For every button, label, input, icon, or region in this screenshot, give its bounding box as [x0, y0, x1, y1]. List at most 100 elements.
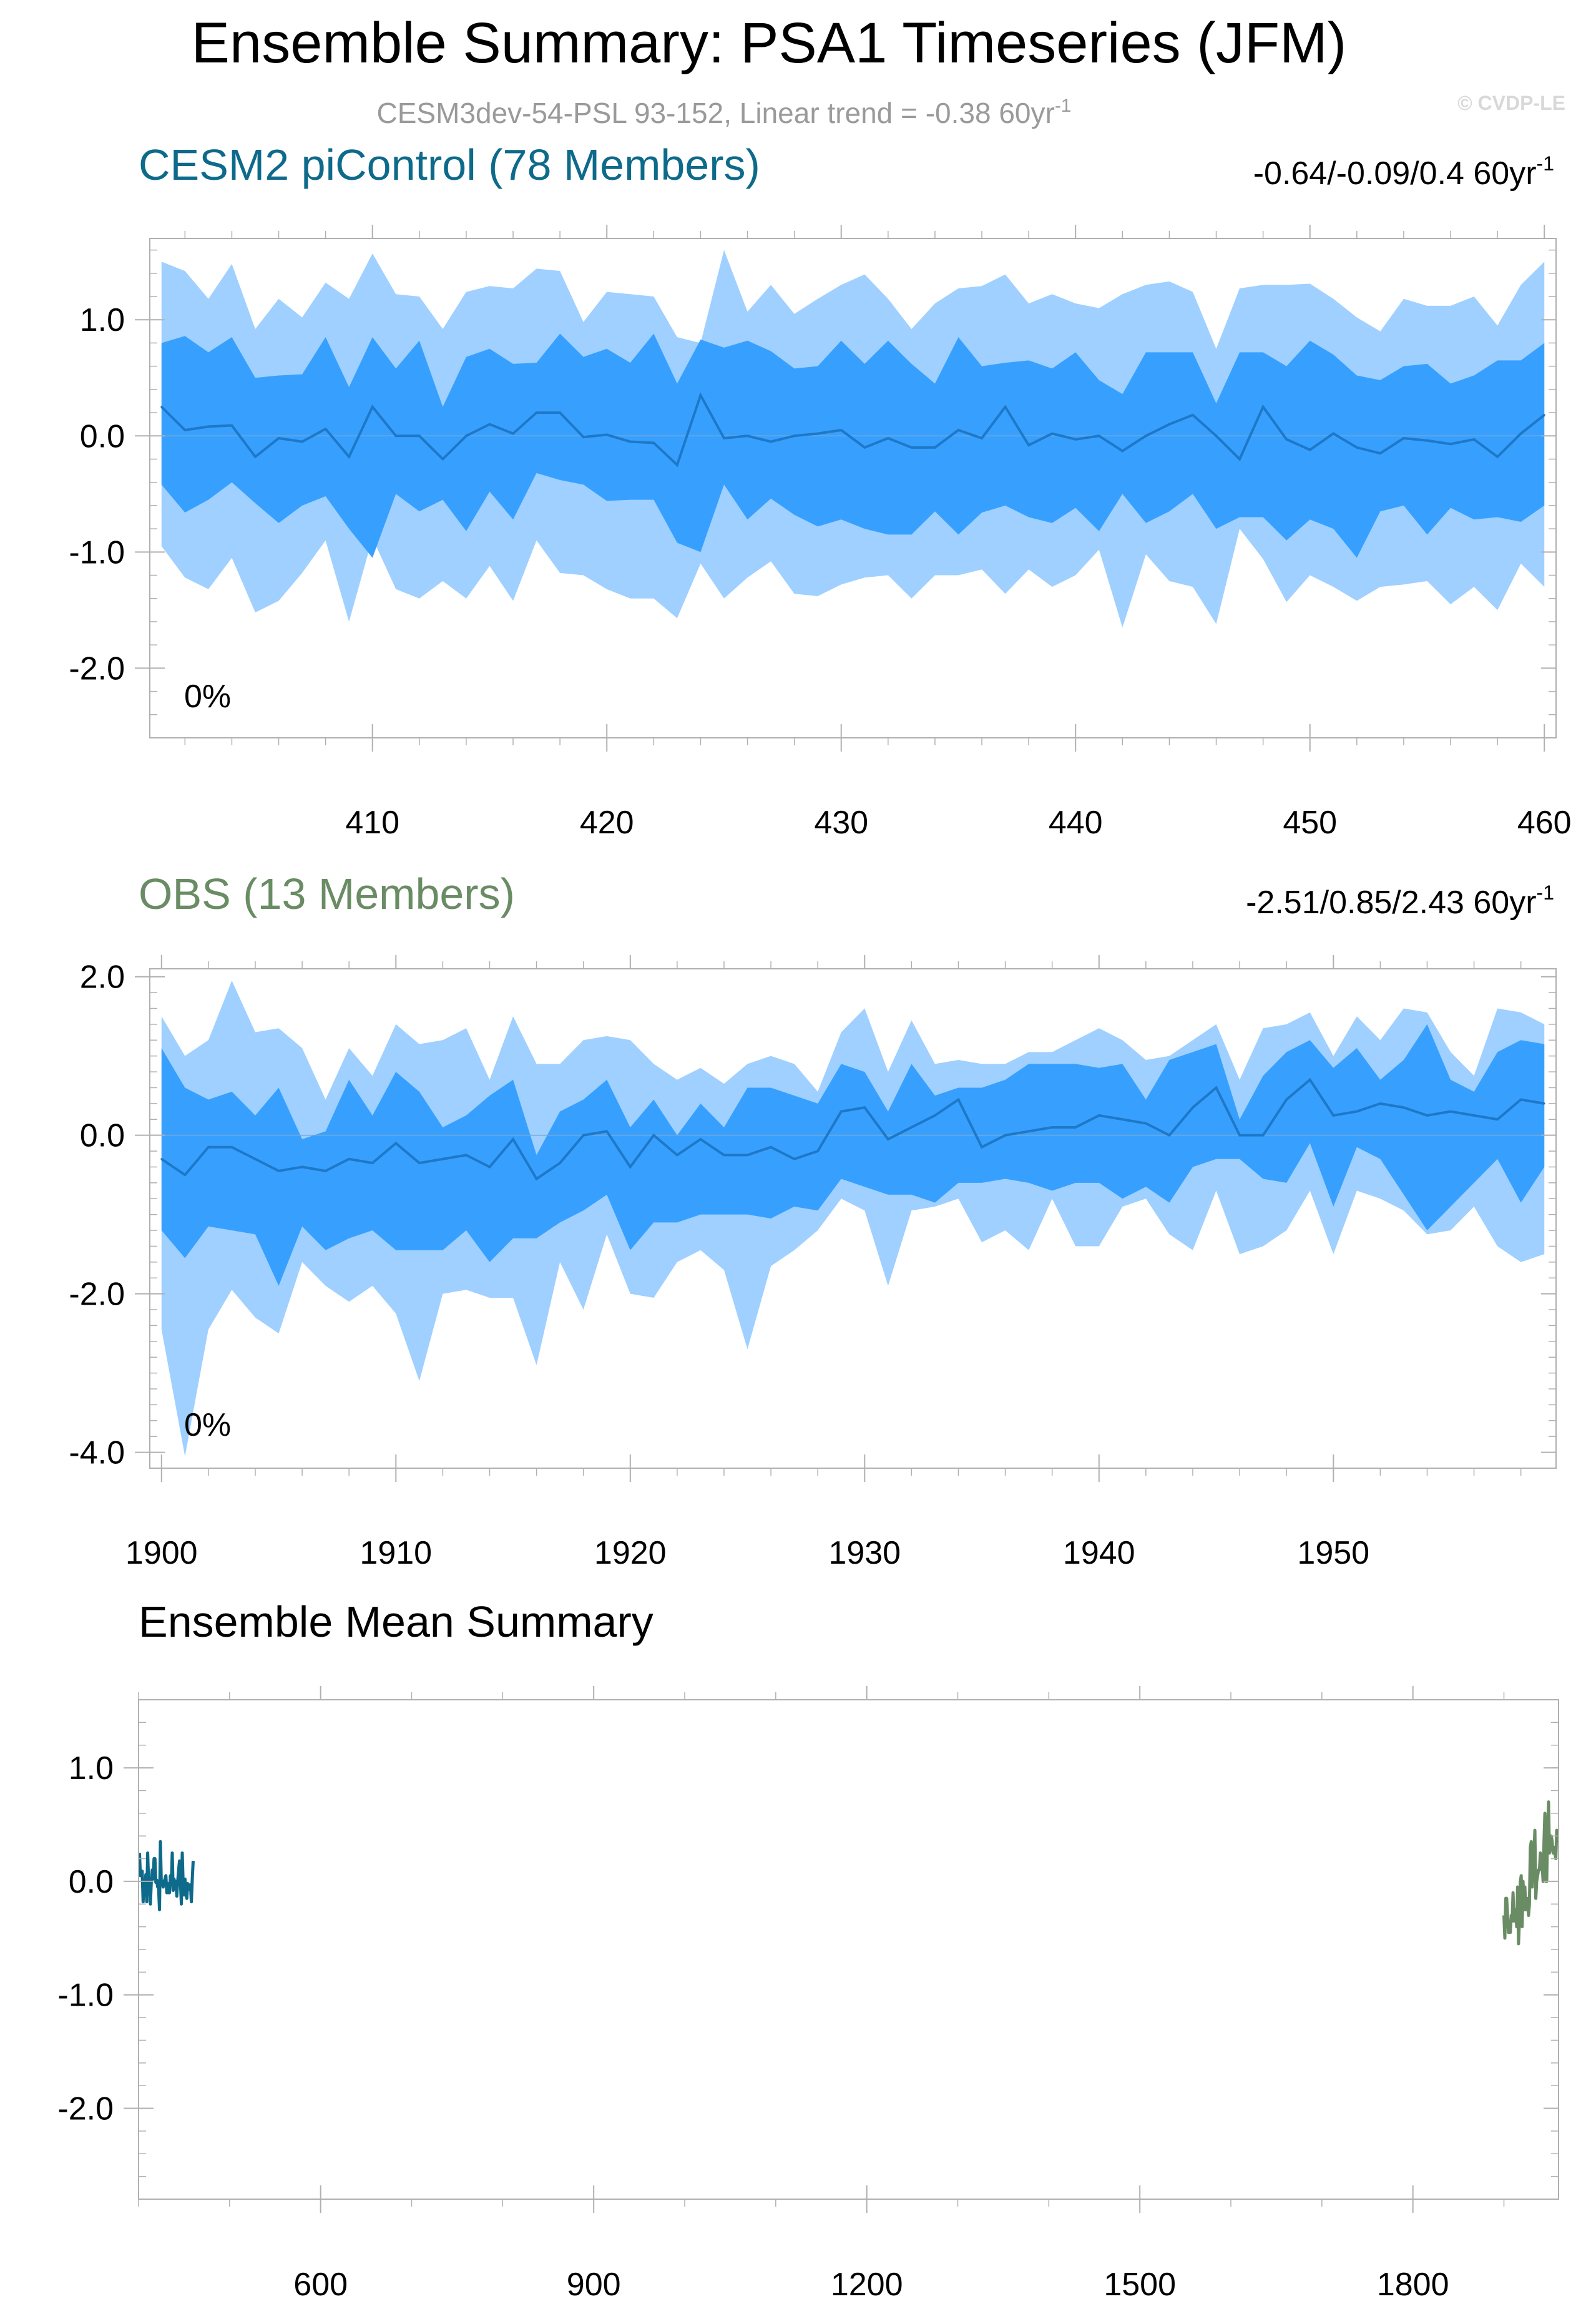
- obs-mean-point: [278, 1170, 280, 1172]
- obs-mean-point: [1332, 1114, 1334, 1117]
- panel-obs: OBS (13 Members) -2.51/0.85/2.43 60yr-1 …: [69, 870, 1557, 1571]
- cesm2-xtick-label: 430: [814, 805, 868, 841]
- obs-mean-point: [1543, 1102, 1545, 1105]
- obs-xtick-label: 1920: [594, 1535, 667, 1571]
- cesm2-band-percentile: [161, 333, 1545, 558]
- obs-mean-point: [816, 1150, 819, 1152]
- obs-mean-point: [1496, 1118, 1499, 1120]
- obs-mean-point: [1379, 1102, 1381, 1105]
- cesm2-mean-point: [184, 429, 186, 431]
- cesm2-mean-point: [1121, 449, 1124, 452]
- mean-summary-ytick-label: -2.0: [57, 2091, 114, 2127]
- obs-mean-point: [840, 1110, 843, 1113]
- obs-percent-label: 0%: [184, 1407, 231, 1443]
- obs-ensemble-mean-line: [160, 1077, 1545, 1181]
- obs-mean-point: [1027, 1130, 1030, 1132]
- obs-mean-point: [1520, 1099, 1522, 1101]
- obs-mean-point: [629, 1165, 632, 1168]
- watermark: © CVDP-LE: [1457, 92, 1565, 114]
- mean-summary-xtick-label: 900: [567, 2267, 621, 2303]
- cesm2-mean-point: [1520, 433, 1522, 435]
- cesm2-mean-point: [371, 406, 374, 408]
- cesm2-mean-point: [1473, 438, 1476, 441]
- obs-mean-point: [207, 1146, 210, 1149]
- obs-mean-point: [910, 1126, 913, 1129]
- obs-mean-point: [1473, 1114, 1476, 1117]
- cesm2-mean-point: [793, 434, 796, 437]
- cesm2-ytick-label: -2.0: [69, 650, 125, 687]
- obs-mean-point: [699, 1138, 702, 1140]
- obs-mean-point: [301, 1165, 303, 1168]
- cesm2-mean-point: [1332, 433, 1334, 435]
- cesm2-mean-point: [887, 437, 889, 439]
- cesm2-mean-point: [441, 458, 444, 460]
- cesm2-mean-point: [254, 456, 257, 458]
- cesm2-mean-point: [582, 436, 585, 438]
- cesm2-mean-point: [723, 437, 725, 439]
- mean-summary-line-cesm2: [137, 1840, 195, 1911]
- obs-mean-point: [863, 1106, 866, 1109]
- cesm2-mean-point: [1403, 437, 1405, 439]
- cesm2-ytick-label: 0.0: [80, 418, 125, 454]
- figure-title: Ensemble Summary: PSA1 Timeseries (JFM): [192, 11, 1347, 75]
- obs-mean-point: [1403, 1106, 1405, 1109]
- obs-mean-point: [887, 1138, 889, 1140]
- obs-mean-point: [1074, 1126, 1077, 1129]
- obs-mean-point: [371, 1162, 374, 1164]
- cesm2-mean-point: [652, 441, 655, 444]
- obs-mean-point: [605, 1130, 608, 1132]
- cesm2-mean-point: [1356, 446, 1358, 449]
- obs-mean-point: [957, 1099, 959, 1101]
- obs-trend-text: -2.51/0.85/2.43 60yr: [1246, 885, 1536, 921]
- obs-mean-point: [536, 1178, 538, 1180]
- cesm2-mean-point: [1004, 406, 1007, 408]
- obs-mean-point: [465, 1154, 468, 1156]
- obs-xtick-label: 1940: [1063, 1535, 1135, 1571]
- cesm2-mean-point: [1215, 434, 1218, 437]
- cesm2-mean-point: [840, 429, 843, 431]
- cesm2-mean-point: [1168, 423, 1170, 426]
- obs-mean-point: [1449, 1110, 1452, 1113]
- obs-mean-point: [770, 1146, 772, 1149]
- obs-ytick-label: 2.0: [80, 959, 125, 996]
- cesm2-mean-point: [605, 433, 608, 436]
- obs-mean-point: [1309, 1079, 1311, 1081]
- obs-mean-point: [254, 1158, 257, 1160]
- cesm2-mean-point: [934, 446, 936, 449]
- obs-mean-point: [1121, 1118, 1124, 1120]
- obs-mean-point: [184, 1174, 186, 1176]
- cesm2-mean-point: [676, 464, 678, 466]
- cesm2-mean-point: [207, 425, 210, 428]
- obs-mean-point: [1145, 1122, 1147, 1125]
- mean-summary-xtick-label: 1200: [831, 2267, 903, 2303]
- obs-mean-point: [1051, 1126, 1054, 1129]
- panel-cesm2: CESM2 piControl (78 Members) -0.64/-0.09…: [69, 140, 1571, 841]
- obs-mean-point: [1215, 1086, 1218, 1089]
- cesm2-mean-point: [348, 456, 350, 458]
- cesm2-mean-point: [1027, 444, 1030, 446]
- cesm2-mean-point: [1379, 452, 1381, 454]
- cesm2-mean-point: [301, 441, 303, 443]
- cesm2-mean-point: [1098, 434, 1100, 437]
- cesm2-panel-title: CESM2 piControl (78 Members): [139, 140, 760, 189]
- cesm2-plot-frame: [149, 238, 1557, 738]
- cesm2-mean-point: [1145, 434, 1147, 437]
- obs-xtick-label: 1930: [828, 1535, 901, 1571]
- obs-xtick-label: 1950: [1297, 1535, 1369, 1571]
- cesm2-mean-point: [629, 441, 632, 443]
- obs-plot: 2.0 0.0 -2.0 -4.0 1900 1910 1920 1930 1940 1950: [69, 955, 1557, 1571]
- mean-summary-line-obs: [1502, 1800, 1560, 1946]
- cesm2-mean-point: [488, 423, 491, 426]
- obs-mean-point: [559, 1162, 561, 1164]
- cesm2-mean-point: [1543, 414, 1545, 416]
- cesm2-mean-point: [536, 411, 538, 414]
- cesm2-mean-point: [325, 428, 327, 430]
- obs-ytick-label: -4.0: [69, 1435, 125, 1471]
- cesm2-mean-point: [394, 434, 397, 437]
- cesm2-mean-point: [1192, 414, 1194, 416]
- cesm2-mean-point: [816, 433, 819, 435]
- obs-mean-point: [1285, 1099, 1288, 1101]
- obs-mean-point: [1098, 1114, 1100, 1117]
- cesm2-mean-point: [1285, 438, 1288, 441]
- obs-band-percentile: [161, 1024, 1545, 1286]
